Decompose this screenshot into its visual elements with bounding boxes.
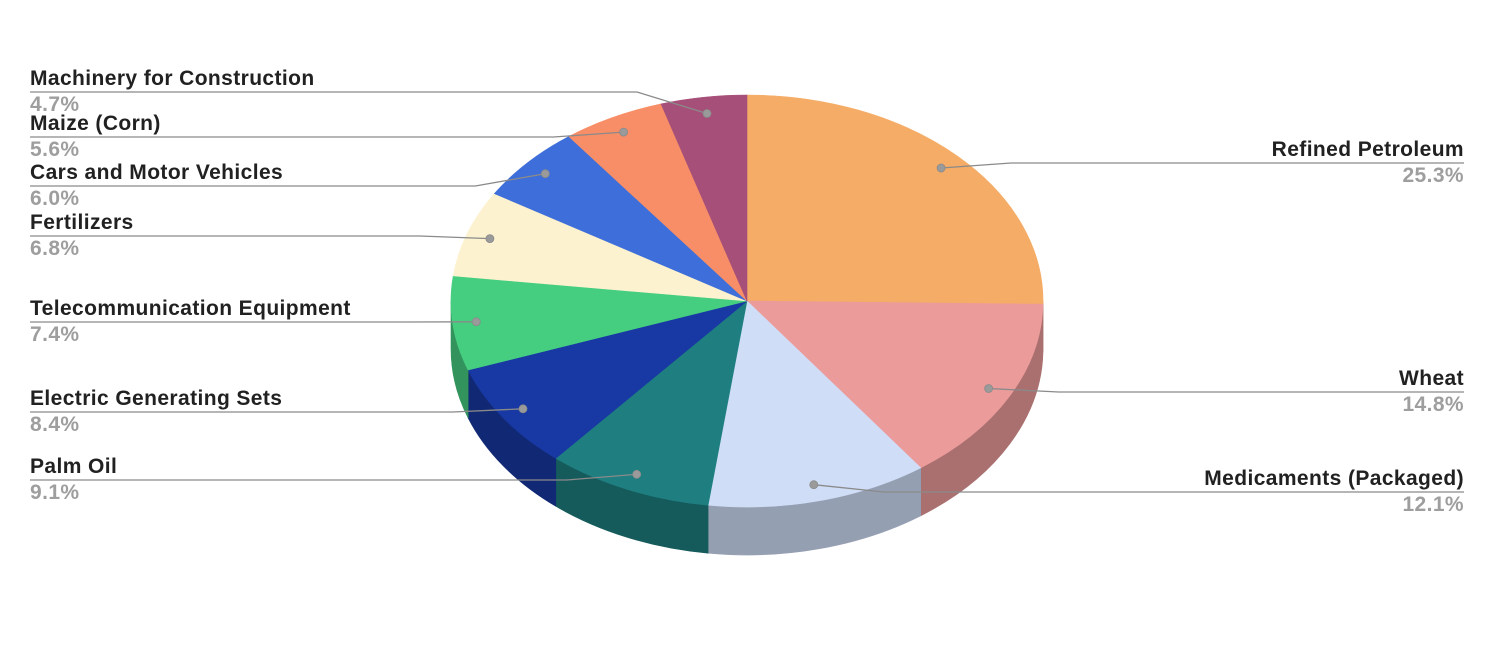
slice-label-machinery-for-construction: Machinery for Construction <box>30 67 315 90</box>
slice-label-wheat: Wheat <box>1399 367 1464 390</box>
callout-dot-cars-and-motor-vehicles <box>540 169 550 179</box>
callout-refined-petroleum: Refined Petroleum 25.3% <box>1272 139 1464 187</box>
callout-line-fertilizers <box>30 235 490 240</box>
callout-line-refined-petroleum <box>941 162 1464 169</box>
callout-dot-refined-petroleum <box>936 163 946 173</box>
slice-pct-wheat: 14.8% <box>1402 393 1464 416</box>
slice-label-fertilizers: Fertilizers <box>30 211 134 234</box>
pie-slice-palm-oil[interactable] <box>555 300 748 506</box>
slice-pct-cars-and-motor-vehicles: 6.0% <box>30 187 80 210</box>
slice-label-electric-generating-sets: Electric Generating Sets <box>30 387 283 410</box>
callout-fertilizers: Fertilizers 6.8% <box>30 212 134 260</box>
callout-line-wheat <box>988 387 1464 393</box>
slice-pct-refined-petroleum: 25.3% <box>1402 164 1464 187</box>
slice-label-telecommunication-equipment: Telecommunication Equipment <box>30 297 351 320</box>
callout-line-medicaments-packaged <box>813 484 1464 493</box>
callout-electric-generating-sets: Electric Generating Sets 8.4% <box>30 388 282 436</box>
callout-line-cars-and-motor-vehicles <box>30 173 546 187</box>
callout-line-electric-generating-sets <box>30 408 524 413</box>
pie-slice-machinery-for-construction[interactable] <box>660 94 748 302</box>
pie-slice-refined-petroleum[interactable] <box>746 94 1044 305</box>
callout-dot-palm-oil <box>632 469 642 479</box>
slice-pct-maize-corn: 5.6% <box>30 138 80 161</box>
callout-line-maize-corn <box>30 131 624 138</box>
callout-palm-oil: Palm Oil 9.1% <box>30 456 117 504</box>
callout-dot-machinery-for-construction <box>702 109 712 118</box>
callout-dot-electric-generating-sets <box>518 404 528 414</box>
slice-pct-electric-generating-sets: 8.4% <box>30 413 80 436</box>
pie-slice-telecommunication-equipment[interactable] <box>450 275 748 371</box>
pie-slice-fertilizers[interactable] <box>452 193 748 302</box>
slice-label-medicaments-packaged: Medicaments (Packaged) <box>1204 467 1464 490</box>
callout-dot-maize-corn <box>619 127 628 137</box>
slice-label-refined-petroleum: Refined Petroleum <box>1271 138 1464 161</box>
slice-pct-fertilizers: 6.8% <box>30 237 80 260</box>
callout-cars-and-motor-vehicles: Cars and Motor Vehicles 6.0% <box>30 162 283 210</box>
slice-pct-medicaments-packaged: 12.1% <box>1402 493 1464 516</box>
pie-slice-electric-generating-sets[interactable] <box>467 300 748 459</box>
slice-label-maize-corn: Maize (Corn) <box>30 112 161 135</box>
pie-slice-medicaments-packaged[interactable] <box>707 300 922 508</box>
slice-pct-telecommunication-equipment: 7.4% <box>30 323 80 346</box>
callout-wheat: Wheat 14.8% <box>1399 368 1464 416</box>
slice-label-cars-and-motor-vehicles: Cars and Motor Vehicles <box>30 161 284 184</box>
callout-machinery-for-construction: Machinery for Construction 4.7% <box>30 68 315 116</box>
callout-dot-wheat <box>984 384 993 393</box>
slice-pct-machinery-for-construction: 4.7% <box>30 93 80 116</box>
callout-maize-corn: Maize (Corn) 5.6% <box>30 113 161 161</box>
slice-pct-palm-oil: 9.1% <box>30 481 80 504</box>
callout-dot-medicaments-packaged <box>809 480 819 490</box>
slice-label-palm-oil: Palm Oil <box>30 455 118 478</box>
pie-slice-wheat[interactable] <box>746 300 1044 469</box>
callout-line-machinery-for-construction <box>30 91 708 115</box>
callout-dot-fertilizers <box>485 234 495 244</box>
callout-dot-telecommunication-equipment <box>471 317 481 327</box>
callout-telecommunication-equipment: Telecommunication Equipment 7.4% <box>30 298 351 346</box>
callout-medicaments-packaged: Medicaments (Packaged) 12.1% <box>1204 468 1464 516</box>
callout-line-palm-oil <box>30 473 637 481</box>
